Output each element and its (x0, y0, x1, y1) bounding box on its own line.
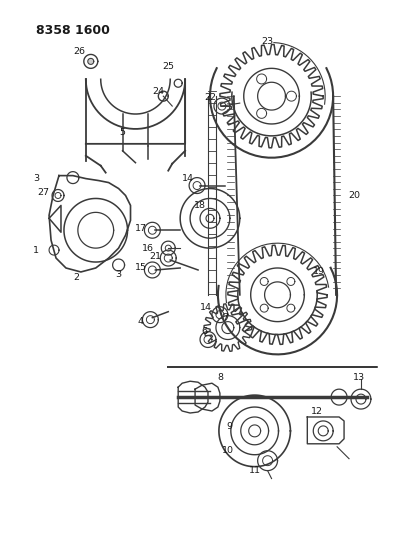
Text: 3: 3 (115, 270, 122, 279)
Text: 14: 14 (182, 174, 194, 183)
Text: 21: 21 (149, 252, 162, 261)
Text: 12: 12 (311, 407, 323, 416)
Text: 15: 15 (134, 263, 146, 272)
Text: 8: 8 (217, 373, 223, 382)
Text: 9: 9 (227, 423, 233, 431)
Text: 6: 6 (201, 327, 207, 336)
Text: 23: 23 (262, 37, 274, 46)
Text: 19: 19 (313, 268, 325, 277)
Text: 22: 22 (204, 93, 216, 102)
Text: 14: 14 (200, 303, 212, 312)
Text: 2: 2 (73, 273, 79, 282)
Text: 27: 27 (37, 188, 49, 197)
Text: 7: 7 (222, 313, 228, 322)
Text: 26: 26 (73, 47, 85, 56)
Text: 17: 17 (134, 224, 146, 233)
Text: 16: 16 (143, 244, 154, 253)
Text: 13: 13 (353, 373, 365, 382)
Text: 4: 4 (138, 317, 143, 326)
Text: 24: 24 (152, 87, 164, 96)
Text: 20: 20 (348, 191, 360, 200)
Text: 3: 3 (33, 174, 39, 183)
Text: 1: 1 (33, 246, 39, 255)
Text: 8358 1600: 8358 1600 (36, 23, 110, 37)
Text: 11: 11 (249, 466, 261, 475)
Text: 18: 18 (194, 201, 206, 210)
Text: 25: 25 (162, 62, 174, 71)
Text: 10: 10 (222, 446, 234, 455)
Text: 5: 5 (119, 128, 126, 138)
Polygon shape (88, 59, 94, 64)
